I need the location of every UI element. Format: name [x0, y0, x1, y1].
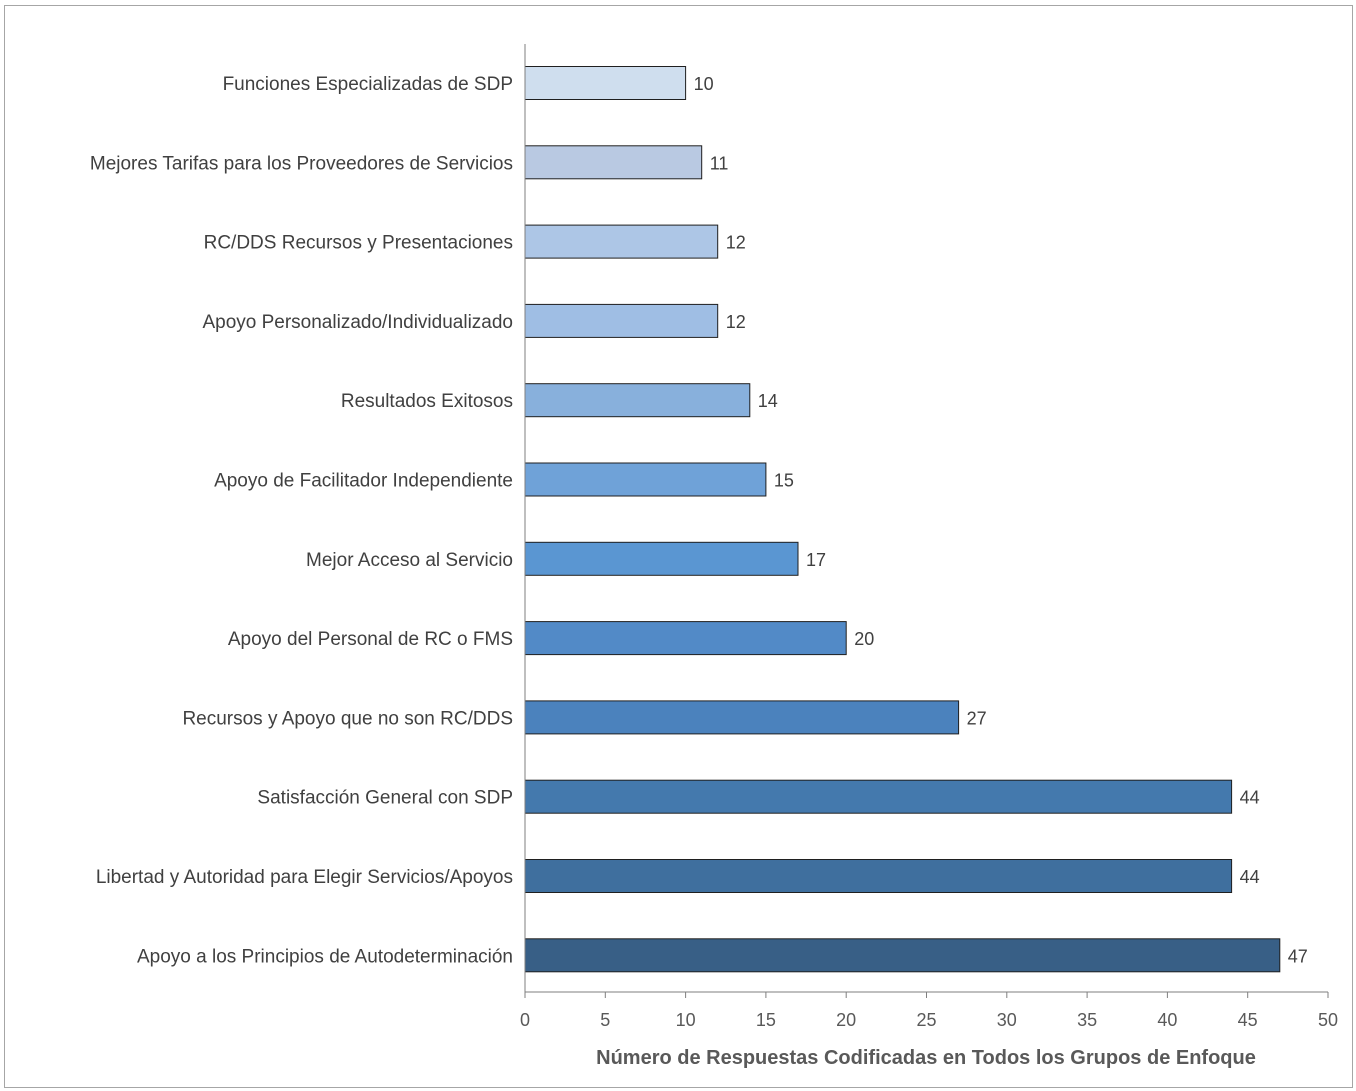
- data-label: 10: [694, 74, 714, 94]
- data-label: 14: [758, 391, 778, 411]
- category-label: Recursos y Apoyo que no son RC/DDS: [182, 708, 513, 729]
- category-label: Apoyo Personalizado/Individualizado: [202, 312, 513, 333]
- x-axis-title: Número de Respuestas Codificadas en Todo…: [596, 1047, 1256, 1069]
- category-label: Apoyo de Facilitador Independiente: [214, 471, 513, 492]
- bar: [524, 700, 960, 735]
- bar: [524, 66, 687, 100]
- category-label: Resultados Exitosos: [341, 391, 513, 412]
- category-label: Apoyo a los Principios de Autodeterminac…: [137, 946, 513, 967]
- data-label: 12: [726, 233, 746, 253]
- data-label: 47: [1288, 946, 1308, 966]
- x-tick-label: 20: [836, 1010, 856, 1030]
- x-tick-label: 50: [1318, 1010, 1338, 1030]
- x-tick-label: 45: [1238, 1010, 1258, 1030]
- category-label: Mejores Tarifas para los Proveedores de …: [90, 153, 513, 174]
- bar: [524, 383, 751, 418]
- data-label: 44: [1240, 788, 1260, 808]
- bar: [524, 541, 799, 576]
- data-label: 11: [710, 153, 729, 173]
- category-label: Mejor Acceso al Servicio: [306, 550, 513, 571]
- bar: [524, 779, 1233, 814]
- bar: [524, 938, 1281, 973]
- x-tick-label: 5: [600, 1010, 610, 1030]
- bar: [524, 224, 719, 259]
- x-tick-label: 25: [916, 1010, 936, 1030]
- category-label: Satisfacción General con SDP: [257, 788, 513, 809]
- x-tick-label: 30: [997, 1010, 1017, 1030]
- category-label: Libertad y Autoridad para Elegir Servici…: [96, 867, 513, 888]
- bar: [524, 859, 1233, 893]
- x-tick-label: 10: [676, 1010, 696, 1030]
- x-tick-label: 15: [756, 1010, 776, 1030]
- category-label: RC/DDS Recursos y Presentaciones: [204, 233, 513, 254]
- x-tick-label: 35: [1077, 1010, 1097, 1030]
- data-label: 20: [854, 629, 874, 649]
- x-tick-label: 40: [1157, 1010, 1177, 1030]
- category-label: Apoyo del Personal de RC o FMS: [228, 629, 513, 650]
- data-label: 12: [726, 312, 746, 332]
- data-label: 15: [774, 471, 794, 491]
- bar: [524, 303, 719, 338]
- bar: [524, 621, 847, 656]
- data-label: 27: [967, 708, 987, 728]
- data-label: 17: [806, 550, 826, 570]
- x-tick-label: 0: [520, 1010, 530, 1030]
- data-label: 44: [1240, 867, 1260, 887]
- category-label: Funciones Especializadas de SDP: [223, 74, 513, 95]
- bar: [524, 462, 767, 497]
- bar: [524, 145, 703, 180]
